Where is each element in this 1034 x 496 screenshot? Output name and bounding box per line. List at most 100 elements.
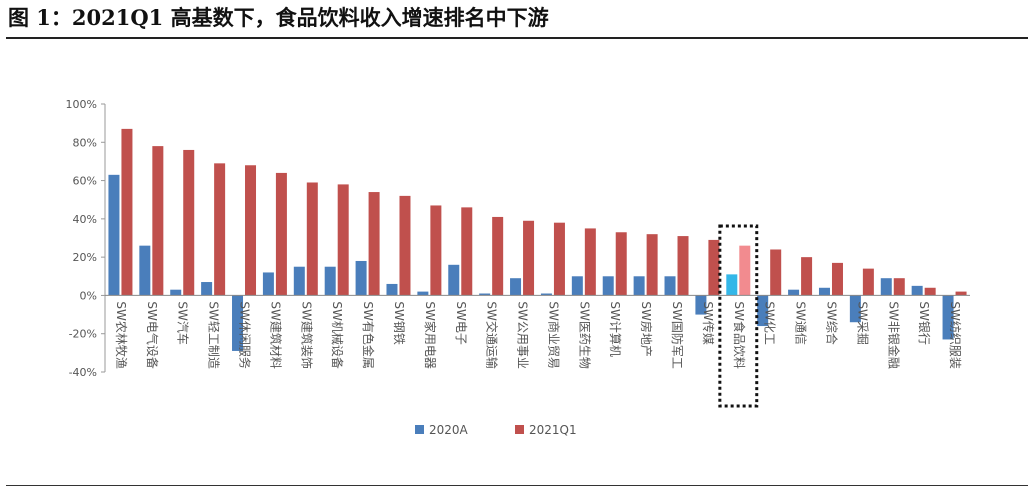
legend-label-2020A: 2020A	[429, 423, 469, 437]
bar-2021Q1-28	[955, 291, 967, 296]
category-label: SW采掘	[855, 301, 870, 344]
category-label: SW房地产	[639, 301, 654, 356]
bar-2021Q1-8	[337, 184, 349, 296]
bar-2021Q1-21	[739, 245, 751, 296]
bar-2020A-15	[540, 293, 552, 296]
category-label: SW电气设备	[145, 301, 160, 368]
bar-2021Q1-11	[430, 205, 442, 296]
y-tick-label: 80%	[73, 136, 97, 149]
bar-2021Q1-12	[461, 207, 473, 296]
legend-label-2021Q1: 2021Q1	[529, 423, 577, 437]
bar-2020A-26	[880, 278, 892, 296]
bar-2020A-16	[571, 276, 583, 296]
bar-2021Q1-18	[646, 234, 658, 296]
category-label: SW建筑材料	[268, 301, 283, 368]
bottom-rule	[6, 485, 1028, 486]
bar-2020A-24	[818, 287, 830, 296]
bar-2020A-3	[170, 289, 182, 296]
bar-2020A-6	[262, 272, 274, 296]
y-tick-label: -40%	[69, 366, 97, 379]
category-label: SW汽车	[176, 301, 191, 344]
bar-2020A-23	[788, 289, 800, 296]
bar-2021Q1-13	[492, 216, 504, 296]
category-label: SW国防军工	[670, 301, 685, 368]
figure-title: 图 1：2021Q1 高基数下，食品饮料收入增速排名中下游	[8, 5, 549, 30]
bar-2020A-27	[911, 285, 923, 296]
bar-2021Q1-26	[893, 278, 905, 296]
bar-2020A-13	[479, 293, 491, 296]
bar-2021Q1-2	[152, 146, 164, 296]
bar-2020A-19	[664, 276, 676, 296]
category-label: SW休闲服务	[238, 301, 253, 368]
category-label: SW有色金属	[361, 301, 376, 368]
bar-2021Q1-17	[615, 232, 627, 296]
category-label: SW家用电器	[423, 301, 438, 368]
category-label: SW纺织服装	[948, 301, 962, 368]
y-tick-label: 40%	[73, 213, 97, 226]
bar-2021Q1-20	[708, 239, 720, 296]
bar-2021Q1-6	[275, 172, 287, 296]
legend-swatch-2020A	[415, 425, 424, 434]
category-label: SW综合	[824, 301, 839, 344]
bar-2020A-7	[293, 266, 305, 296]
y-tick-label: 20%	[73, 251, 97, 264]
top-rule	[6, 37, 1028, 39]
legend-swatch-2021Q1	[515, 425, 524, 434]
bar-2021Q1-14	[523, 220, 535, 296]
bar-2020A-10	[386, 283, 398, 296]
category-label: SW机械设备	[330, 301, 345, 368]
bar-2021Q1-9	[368, 192, 380, 296]
category-label: SW电子	[454, 301, 468, 344]
bar-2020A-5	[232, 295, 244, 351]
highlight-box	[718, 224, 759, 408]
y-tick-label: -20%	[69, 328, 97, 341]
y-tick-label: 60%	[73, 175, 97, 188]
bar-2021Q1-1	[121, 128, 133, 296]
bar-2021Q1-15	[553, 222, 565, 296]
bar-2020A-17	[602, 276, 614, 296]
category-label: SW农林牧渔	[114, 301, 128, 368]
bar-2020A-22	[757, 295, 769, 327]
bar-2020A-11	[417, 291, 429, 296]
bar-2021Q1-16	[584, 228, 596, 296]
category-label: SW银行	[917, 301, 931, 344]
category-label: SW非银金融	[886, 301, 901, 368]
category-label: SW传媒	[701, 301, 716, 344]
category-label: SW计算机	[608, 301, 623, 356]
category-label: SW化工	[763, 301, 777, 344]
bar-2020A-18	[633, 276, 645, 296]
bar-2020A-14	[510, 278, 522, 296]
bar-2020A-28	[942, 295, 954, 340]
bar-2021Q1-10	[399, 195, 411, 296]
bar-2021Q1-27	[924, 287, 936, 296]
y-tick-label: 100%	[66, 98, 97, 111]
bar-2021Q1-23	[801, 257, 813, 296]
bar-2021Q1-4	[214, 163, 226, 296]
y-tick-label: 0%	[80, 289, 97, 302]
bar-2021Q1-5	[245, 165, 257, 296]
bar-2020A-9	[355, 260, 367, 296]
bar-2020A-2	[139, 245, 151, 296]
category-label: SW公用事业	[516, 301, 530, 368]
bar-2020A-4	[201, 282, 213, 296]
bar-2021Q1-25	[862, 268, 874, 296]
category-label: SW食品饮料	[732, 301, 747, 368]
category-label: SW医药生物	[577, 301, 591, 368]
bar-2020A-8	[324, 266, 336, 296]
bar-2021Q1-22	[770, 249, 782, 296]
bar-2020A-12	[448, 264, 460, 296]
bar-2021Q1-24	[831, 262, 843, 296]
bar-2021Q1-19	[677, 236, 689, 296]
bar-2021Q1-3	[183, 149, 195, 296]
category-label: SW建筑装饰	[299, 301, 314, 368]
category-label: SW钢铁	[392, 301, 406, 344]
bar-2020A-25	[849, 295, 861, 323]
bar-2020A-1	[108, 174, 120, 296]
bar-2021Q1-7	[306, 182, 318, 296]
bar-2020A-20	[695, 295, 707, 315]
category-label: SW商业贸易	[546, 301, 561, 368]
category-label: SW通信	[794, 301, 808, 344]
category-label: SW交通运输	[485, 301, 500, 368]
bar-2020A-21	[726, 274, 738, 296]
